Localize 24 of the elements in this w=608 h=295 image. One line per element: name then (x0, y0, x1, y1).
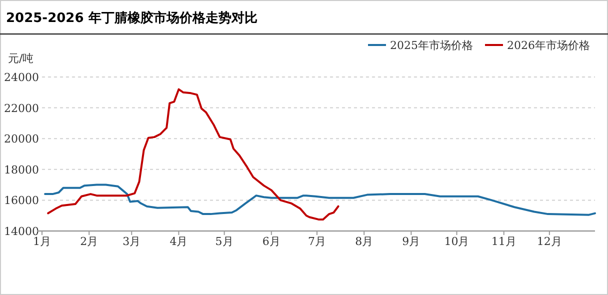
legend-label: 2026年市场价格 (507, 39, 590, 52)
chart-title: 2025-2026 年丁腈橡胶市场价格走势对比 (6, 10, 258, 26)
x-tick-label: 2月 (80, 235, 98, 248)
line-series (44, 184, 596, 216)
y-axis-title: 元/吨 (8, 52, 34, 65)
x-tick-label: 5月 (215, 235, 234, 248)
x-tick-label: 1月 (33, 235, 51, 248)
x-tick-label: 6月 (262, 235, 280, 248)
x-tick-label: 4月 (170, 235, 188, 248)
y-tick-label: 24000 (4, 71, 39, 84)
line-series (47, 88, 340, 220)
x-tick-label: 12月 (536, 235, 562, 248)
y-tick-label: 14000 (4, 225, 39, 238)
x-tick-label: 11月 (491, 235, 516, 248)
x-tick-label: 8月 (355, 235, 374, 248)
y-tick-label: 16000 (4, 194, 39, 208)
y-tick-label: 22000 (4, 102, 39, 115)
y-tick-label: 20000 (4, 132, 39, 146)
y-tick-label: 18000 (4, 163, 39, 176)
legend-label: 2025年市场价格 (390, 39, 473, 52)
x-tick-label: 7月 (308, 235, 326, 248)
x-tick-label: 3月 (122, 235, 141, 248)
x-tick-label: 10月 (444, 235, 470, 248)
x-tick-label: 9月 (402, 235, 420, 248)
